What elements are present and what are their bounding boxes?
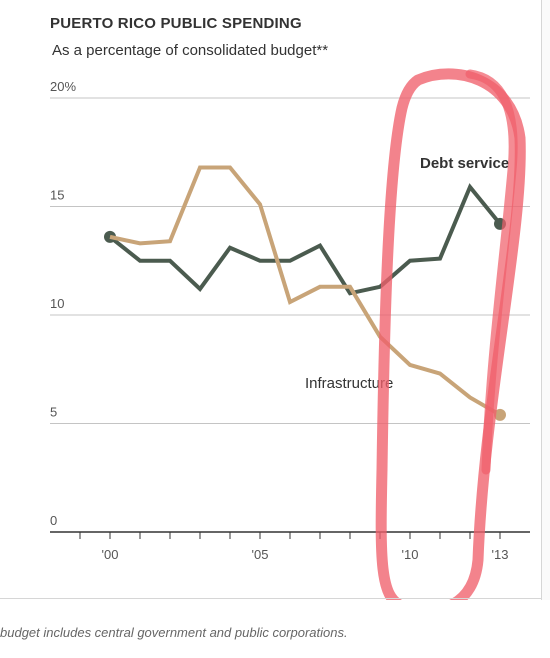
label-layer: 0 5 10 15 20% '00 '05 '10 '13 Debt service Infrast… bbox=[50, 79, 509, 562]
y-tick-label: 20% bbox=[50, 79, 76, 94]
infrastructure-end-point bbox=[494, 408, 506, 421]
series-label-infrastructure: Infrastructure bbox=[305, 375, 393, 392]
y-tick-label: 5 bbox=[50, 405, 57, 420]
annotation-layer bbox=[375, 68, 526, 600]
axis-layer bbox=[50, 531, 530, 539]
panel-border bbox=[541, 0, 550, 600]
x-tick-label: '05 bbox=[252, 547, 269, 562]
infrastructure-line bbox=[109, 165, 502, 417]
y-tick-label: 10 bbox=[50, 296, 64, 311]
chart-subtitle: As a percentage of consolidated budget** bbox=[52, 42, 329, 59]
x-tick-label: '10 bbox=[402, 547, 419, 562]
y-tick-label: 0 bbox=[50, 513, 57, 528]
series-layer bbox=[104, 165, 506, 421]
x-tick-label: '13 bbox=[492, 547, 509, 562]
chart-title: PUERTO RICO PUBLIC SPENDING bbox=[50, 15, 302, 32]
grid-layer bbox=[50, 97, 530, 424]
red-annotation-stroke bbox=[465, 69, 518, 475]
footnote-divider bbox=[0, 598, 542, 599]
y-tick-label: 15 bbox=[50, 188, 64, 203]
red-circle-annotation bbox=[375, 68, 526, 600]
line-chart: 0 5 10 15 20% '00 '05 '10 '13 Debt service Infrast… bbox=[50, 68, 530, 600]
debt-service-line bbox=[108, 183, 502, 296]
footnote: budget includes central government and p… bbox=[0, 625, 348, 640]
x-tick-label: '00 bbox=[102, 547, 119, 562]
series-label-debt-service: Debt service bbox=[420, 155, 509, 172]
